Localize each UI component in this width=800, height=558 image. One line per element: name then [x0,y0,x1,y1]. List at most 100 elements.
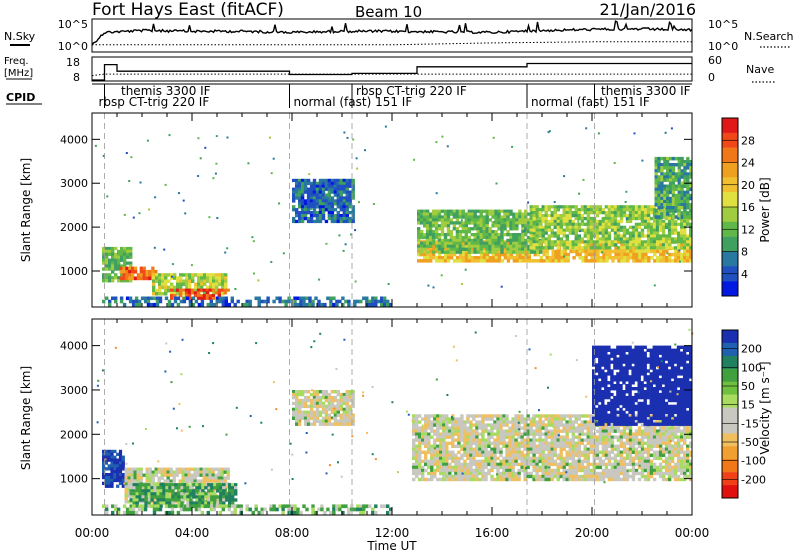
data-cell [343,208,346,211]
data-cell [111,256,114,259]
data-cell [551,211,554,214]
data-cell [426,215,429,218]
data-cell [438,213,441,216]
data-cell [224,283,227,287]
data-cell [575,445,578,448]
data-cell [219,511,222,515]
data-cell [457,478,460,481]
data-cell [620,250,623,254]
data-cell [436,466,439,469]
data-cell [493,451,496,454]
data-cell [666,206,669,210]
data-cell [669,163,672,167]
data-cell [122,464,125,467]
data-cell [304,214,307,217]
data-cell [518,221,521,224]
data-cell [272,300,275,304]
data-cell [605,226,608,229]
data-cell [222,300,225,304]
data-cell [683,197,686,201]
data-cell [304,208,307,211]
data-cell [183,300,186,304]
data-cell [132,508,135,512]
data-cell [687,158,689,160]
data-cell [436,430,439,433]
data-cell [683,253,686,256]
data-cell [523,469,526,472]
data-cell [105,273,108,276]
data-cell [602,246,605,249]
data-cell [505,466,508,469]
data-cell [554,439,557,442]
data-cell [587,220,590,223]
data-cell [542,237,545,240]
data-cell [316,199,319,202]
data-cell [313,196,316,199]
data-cell [672,172,675,176]
data-cell [420,236,423,239]
data-cell [502,478,505,481]
data-cell [475,463,478,466]
data-cell [560,232,563,235]
data-cell [669,206,672,210]
data-cell [129,511,132,515]
data-cell [680,232,683,235]
data-cell [481,463,484,466]
data-cell [605,240,608,243]
data-cell [505,448,508,451]
data-cell [497,236,500,239]
data-cell [281,508,284,512]
data-cell [564,259,567,263]
data-cell [338,300,341,304]
data-cell [489,259,492,263]
data-cell [215,283,218,287]
data-cell [655,172,658,176]
data-cell [487,457,490,460]
data-cell [465,221,468,224]
data-cell [555,253,558,256]
data-cell [512,221,515,224]
data-cell [587,478,590,481]
data-cell [456,236,459,239]
data-cell [194,468,197,471]
data-cell [542,420,545,423]
data-cell [318,279,320,281]
data-cell [530,243,533,246]
data-cell [539,457,542,460]
data-cell [493,466,496,469]
data-cell [602,226,605,229]
data-cell [496,417,499,420]
data-cell [316,211,319,214]
data-cell [515,221,518,224]
data-cell [147,300,150,304]
data-cell [167,471,170,474]
data-cell [134,479,137,482]
data-cell [593,445,596,448]
data-cell [572,243,575,246]
data-cell [412,451,415,454]
data-cell [110,453,113,456]
data-cell [322,202,325,205]
data-cell [463,448,466,451]
data-cell [551,442,554,445]
data-cell [502,460,505,463]
data-cell [638,253,641,256]
data-cell [468,221,471,224]
data-cell [563,175,565,177]
data-cell [442,442,445,445]
data-cell [575,436,578,439]
data-cell [665,256,668,260]
data-cell [554,433,557,436]
data-cell [478,439,481,442]
data-cell [131,476,134,479]
data-cell [131,267,134,271]
data-cell [466,433,469,436]
data-cell [322,199,325,202]
data-cell [638,226,641,229]
data-cell [487,417,490,420]
data-cell [575,442,578,445]
data-cell [222,492,225,495]
data-cell [463,451,466,454]
data-cell [125,273,128,277]
